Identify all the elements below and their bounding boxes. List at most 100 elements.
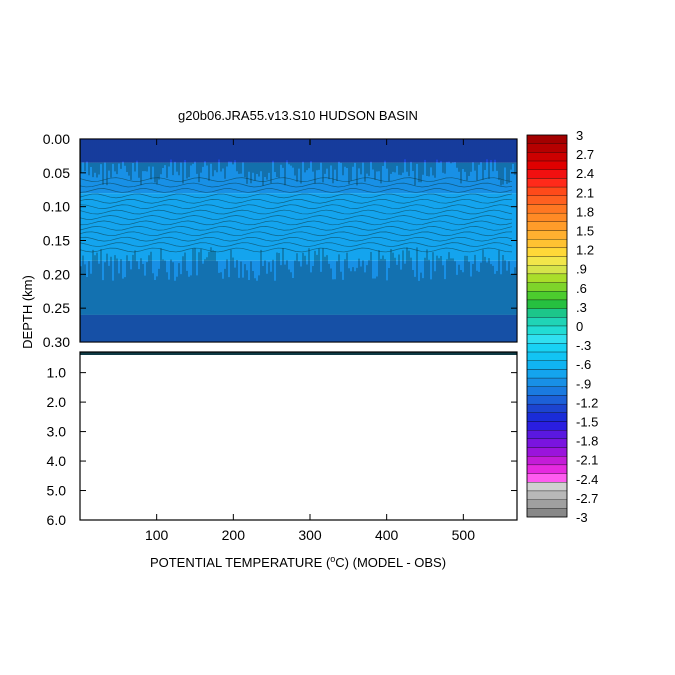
colorbar-swatch: [526, 334, 568, 344]
contour-line: [79, 198, 513, 204]
colorbar-swatch: [526, 360, 568, 370]
colorbar-frame: [526, 134, 568, 518]
colorbar-swatch: [526, 395, 568, 405]
colorbar-label: 2.1: [576, 185, 594, 200]
colorbar: 3 2.7 2.4 2.1 1.8 1.5 1.2 .9 .6 .3 0 -.3 -.6 -.9 -1.2 -…: [526, 128, 598, 525]
colorbar-label: -1.2: [576, 395, 598, 410]
colorbar-swatch: [526, 490, 568, 500]
colorbar-label: -.3: [576, 338, 591, 353]
colorbar-swatch: [526, 499, 568, 509]
contour-line: [79, 204, 513, 209]
colorbar-label: .6: [576, 281, 587, 296]
colorbar-label: -3: [576, 510, 588, 525]
x-axis-label-part-2: C) (MODEL - OBS): [335, 555, 446, 570]
colorbar-swatch: [526, 195, 568, 205]
x-tick-label: 200: [222, 527, 246, 543]
x-axis-label-part-1: POTENTIAL TEMPERATURE (: [150, 555, 331, 570]
x-tick-label: 300: [298, 527, 322, 543]
y-tick-label: 1.0: [47, 365, 67, 381]
x-axis-label-degree-sup: o: [330, 554, 335, 564]
colorbar-swatch: [526, 256, 568, 266]
lower-panel-data-strip: [80, 352, 517, 355]
contour-line: [79, 242, 513, 247]
depth-band-2: [80, 193, 517, 261]
colorbar-swatch: [526, 325, 568, 335]
colorbar-swatch: [526, 369, 568, 379]
lower-panel-frame: [79, 351, 518, 521]
contour-line: [79, 225, 513, 231]
contour-line: [79, 193, 513, 199]
colorbar-label: -1.8: [576, 434, 598, 449]
x-axis: 100 200 300 400 500: [145, 139, 475, 543]
colorbar-swatch: [526, 169, 568, 179]
colorbar-swatch: [526, 152, 568, 162]
colorbar-swatch: [526, 343, 568, 353]
upper-y-axis: 0.00 0.05 0.10 0.15 0.20 0.25 0.30: [43, 131, 517, 350]
y-tick-label: 0.20: [43, 266, 70, 282]
colorbar-swatch: [526, 438, 568, 448]
colorbar-swatch: [526, 386, 568, 396]
colorbar-swatch: [526, 134, 568, 144]
colorbar-swatch: [526, 377, 568, 387]
colorbar-swatch: [526, 473, 568, 483]
colorbar-label: 1.5: [576, 224, 594, 239]
colorbar-label: -1.5: [576, 415, 598, 430]
colorbar-label: 1.8: [576, 204, 594, 219]
y-axis-label: DEPTH (km): [20, 275, 35, 349]
colorbar-swatch: [526, 178, 568, 188]
y-tick-label: 3.0: [47, 424, 67, 440]
depth-band-4: [80, 314, 517, 342]
colorbar-label: -2.7: [576, 491, 598, 506]
y-tick-label: 5.0: [47, 483, 67, 499]
contour-line: [79, 247, 513, 253]
colorbar-label: .9: [576, 262, 587, 277]
contour-line: [79, 177, 513, 182]
colorbar-swatch: [526, 273, 568, 283]
depth-band-0: [80, 139, 517, 163]
colorbar-label: 3: [576, 128, 583, 143]
colorbar-swatch: [526, 317, 568, 327]
colorbar-swatch: [526, 351, 568, 361]
upper-depth-panel: [79, 139, 517, 342]
colorbar-swatch: [526, 186, 568, 196]
colorbar-label: .3: [576, 300, 587, 315]
colorbar-label: 2.4: [576, 166, 594, 181]
y-tick-label: 4.0: [47, 453, 67, 469]
contour-line: [79, 182, 513, 188]
colorbar-label: 0: [576, 319, 583, 334]
lower-y-axis: 1.0 2.0 3.0 4.0 5.0 6.0: [47, 365, 517, 528]
lower-depth-panel: [80, 352, 517, 355]
contour-line: [79, 236, 513, 242]
y-tick-label: 0.15: [43, 233, 70, 249]
contour-line: [79, 209, 513, 215]
x-tick-label: 100: [145, 527, 169, 543]
colorbar-swatch: [526, 160, 568, 170]
colorbar-swatch: [526, 204, 568, 214]
colorbar-swatch: [526, 291, 568, 301]
contour-line: [79, 215, 513, 220]
colorbar-swatch: [526, 239, 568, 249]
colorbar-label: 1.2: [576, 243, 594, 258]
colorbar-swatch: [526, 464, 568, 474]
x-tick-label: 400: [375, 527, 399, 543]
colorbar-label: -2.4: [576, 472, 598, 487]
x-tick-label: 500: [452, 527, 476, 543]
colorbar-swatch: [526, 143, 568, 153]
depth-band-3: [80, 260, 517, 315]
colorbar-swatch: [526, 508, 568, 518]
colorbar-label: -.9: [576, 376, 591, 391]
contour-line: [79, 188, 513, 193]
colorbar-label: 2.7: [576, 147, 594, 162]
colorbar-label: -2.1: [576, 453, 598, 468]
y-tick-label: 2.0: [47, 394, 67, 410]
colorbar-swatch: [526, 212, 568, 222]
colorbar-swatch: [526, 308, 568, 318]
colorbar-swatch: [526, 247, 568, 257]
colorbar-swatch: [526, 421, 568, 431]
colorbar-swatch: [526, 482, 568, 492]
y-tick-label: 0.00: [43, 131, 70, 147]
colorbar-swatch: [526, 282, 568, 292]
colorbar-swatch: [526, 230, 568, 240]
colorbar-swatch: [526, 447, 568, 457]
